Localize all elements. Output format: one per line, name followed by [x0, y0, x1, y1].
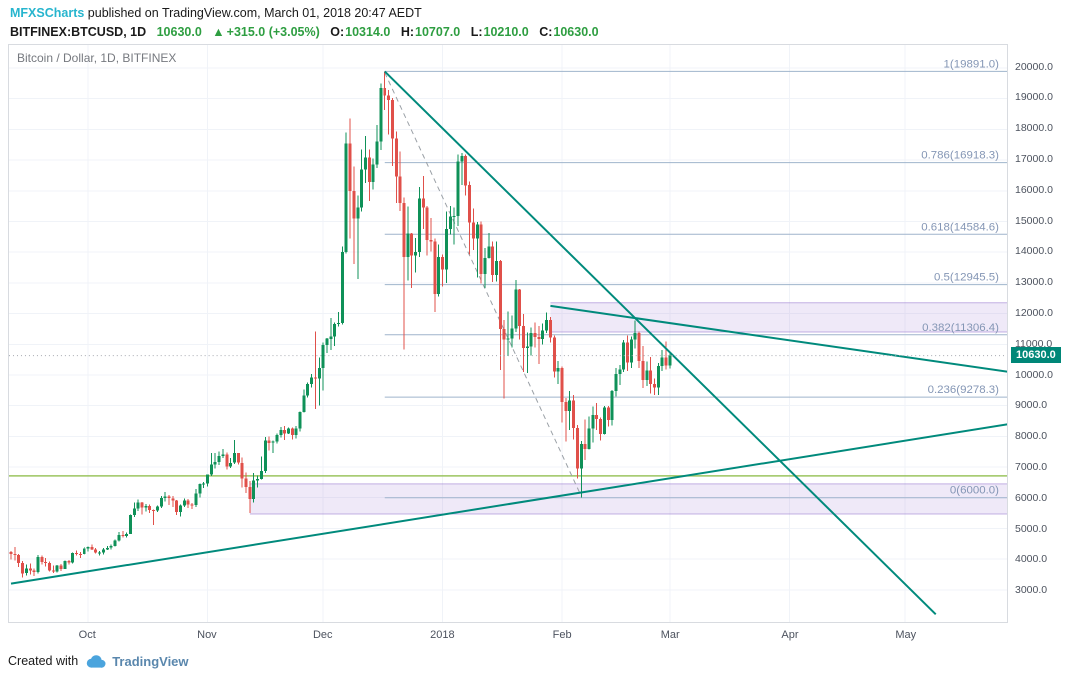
y-axis-label: 10000.0 [1015, 368, 1053, 381]
footer: Created with TradingView [0, 645, 1067, 677]
chart-container: 1(19891.0) 0.786(16918.3) 0.618(14584.6) 0.… [8, 44, 1067, 645]
legend-open: O:10314.0 [330, 25, 391, 39]
x-axis-label: Apr [781, 629, 799, 641]
fib-retracement[interactable]: 1(19891.0) 0.786(16918.3) 0.618(14584.6) 0.… [384, 58, 1007, 499]
y-axis-label: 6000.0 [1015, 491, 1048, 504]
x-axis-label: 2018 [430, 629, 455, 641]
y-axis-label: 16000.0 [1015, 183, 1053, 196]
tradingview-wordmark: TradingView [112, 653, 189, 669]
created-with-text: Created with [8, 654, 79, 668]
y-axis-label: 20000.0 [1015, 60, 1053, 73]
grid-layer [9, 45, 1007, 622]
publisher-link[interactable]: MFXSCharts [10, 6, 85, 20]
header: MFXSCharts published on TradingView.com,… [0, 0, 1067, 44]
y-axis-label: 3000.0 [1015, 584, 1048, 597]
published-line: MFXSCharts published on TradingView.com,… [10, 5, 1067, 21]
y-axis-label: 15000.0 [1015, 214, 1053, 227]
price-axis[interactable]: 3000.0 4000.0 5000.0 6000.0 7000.0 8000.0 9000… [1008, 44, 1067, 624]
price-chart-canvas[interactable]: 1(19891.0) 0.786(16918.3) 0.618(14584.6) 0.… [9, 45, 1007, 622]
chart-legend: BITFINEX:BTCUSD, 1D 10630.0 ▲ +315.0 (+3.… [10, 23, 1067, 41]
svg-text:0.786(16918.3): 0.786(16918.3) [921, 150, 999, 162]
legend-change: ▲ +315.0 (+3.05%) [212, 25, 320, 39]
y-axis-label: 5000.0 [1015, 522, 1048, 535]
y-axis-label: 19000.0 [1015, 91, 1053, 104]
published-text: published on TradingView.com, March 01, … [84, 6, 422, 20]
dashed-decline-line[interactable] [384, 72, 582, 497]
y-axis-label: 12000.0 [1015, 306, 1053, 319]
svg-text:0.236(9278.3): 0.236(9278.3) [928, 384, 1000, 396]
y-axis-label: 13000.0 [1015, 276, 1053, 289]
legend-close: C:10630.0 [539, 25, 599, 39]
x-axis-label: Dec [312, 629, 333, 641]
tradingview-cloud-icon [86, 654, 106, 668]
legend-high: H:10707.0 [400, 25, 461, 39]
up-arrow-icon: ▲ [212, 25, 225, 39]
y-axis-label: 18000.0 [1015, 122, 1053, 135]
y-axis-label: 8000.0 [1015, 430, 1048, 443]
x-axis-label: May [895, 629, 917, 641]
svg-text:1(19891.0): 1(19891.0) [944, 58, 1000, 70]
y-axis-label: 9000.0 [1015, 399, 1048, 412]
x-axis-label: Feb [552, 629, 572, 641]
time-axis[interactable]: Oct Nov Dec 2018 Feb Mar Apr May [8, 624, 1008, 645]
legend-last-price: 10630.0 [156, 25, 202, 39]
y-axis-label: 14000.0 [1015, 245, 1053, 258]
trendlines[interactable] [10, 70, 1007, 616]
y-axis-label: 4000.0 [1015, 553, 1048, 566]
x-axis-label: Oct [78, 629, 96, 641]
svg-text:0.382(11306.4): 0.382(11306.4) [922, 322, 999, 334]
chart-plot-area[interactable]: 1(19891.0) 0.786(16918.3) 0.618(14584.6) 0.… [8, 44, 1008, 623]
svg-text:0.618(14584.6): 0.618(14584.6) [921, 221, 999, 233]
last-price-badge: 10630.0 [1011, 346, 1061, 363]
tradingview-link[interactable]: TradingView [85, 653, 189, 669]
chart-title: Bitcoin / Dollar, 1D, BITFINEX [17, 51, 177, 65]
candles-layer [9, 71, 672, 578]
svg-text:0.5(12945.5): 0.5(12945.5) [934, 272, 999, 284]
x-axis-label: Nov [197, 629, 217, 641]
y-axis-label: 17000.0 [1015, 152, 1053, 165]
legend-symbol[interactable]: BITFINEX:BTCUSD, 1D [10, 25, 147, 39]
legend-low: L:10210.0 [470, 25, 529, 39]
x-axis-label: Mar [660, 629, 680, 641]
y-axis-label: 7000.0 [1015, 460, 1048, 473]
svg-text:0(6000.0): 0(6000.0) [950, 485, 999, 497]
